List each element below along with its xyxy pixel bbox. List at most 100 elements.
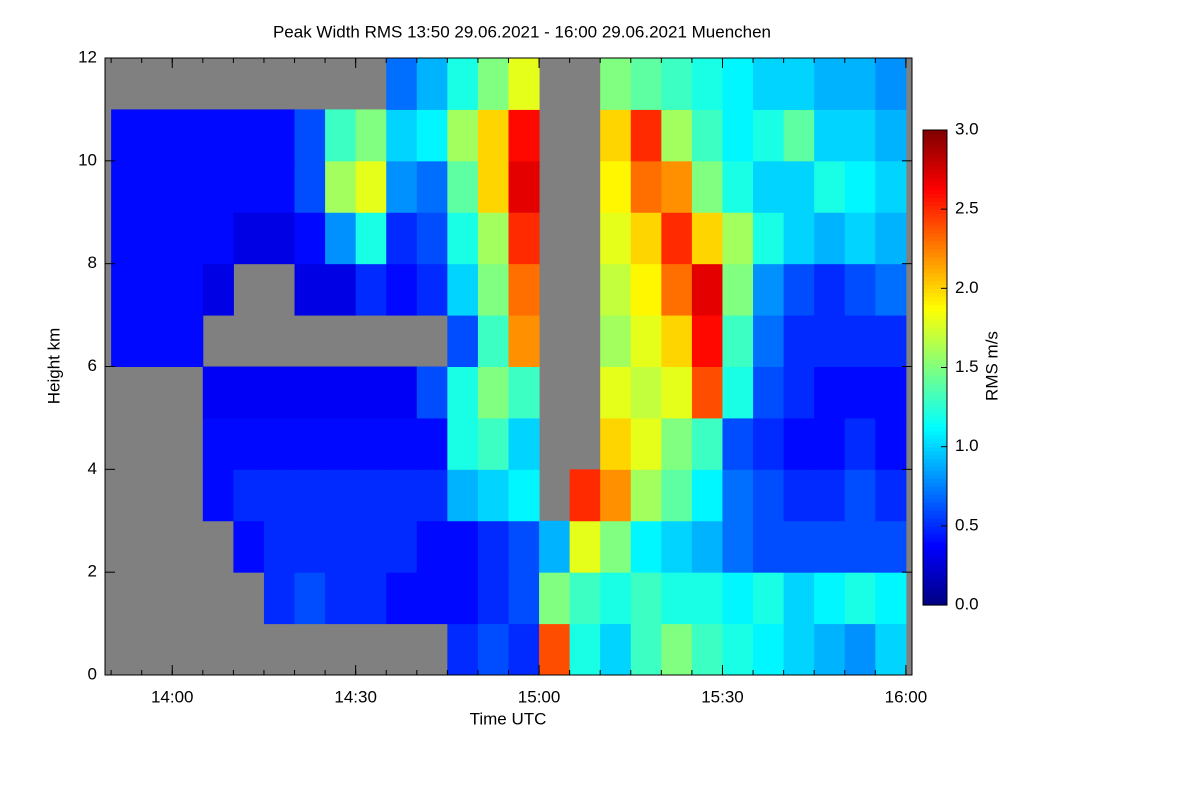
heatmap-cell <box>294 160 326 213</box>
heatmap-cell <box>875 315 907 367</box>
heatmap-cell <box>691 315 723 367</box>
heatmap-cell <box>600 315 632 367</box>
heatmap-cell <box>814 263 846 316</box>
heatmap-cell <box>600 160 632 213</box>
heatmap-cell <box>661 417 693 470</box>
heatmap-cell <box>508 263 540 316</box>
heatmap-cell <box>600 417 632 470</box>
colorbar-segment <box>923 225 947 230</box>
heatmap-cell <box>172 212 204 265</box>
heatmap-cell <box>416 572 448 625</box>
heatmap-cell <box>844 263 876 316</box>
heatmap-cell <box>508 572 540 625</box>
colorbar-segment <box>923 430 947 436</box>
x-tick-label: 15:30 <box>701 687 744 706</box>
heatmap-cell <box>661 263 693 316</box>
colorbar-segment <box>923 581 947 586</box>
heatmap-cell <box>386 58 418 110</box>
heatmap-cell <box>447 623 479 676</box>
heatmap-cell <box>875 58 907 110</box>
colorbar-segment <box>923 193 947 198</box>
colorbar-segment <box>923 197 947 202</box>
heatmap-cell <box>447 109 479 162</box>
heatmap-cell <box>202 417 234 470</box>
heatmap-cell <box>783 160 815 213</box>
x-tick-label: 16:00 <box>885 687 928 706</box>
colorbar-segment <box>923 343 947 349</box>
heatmap-cell <box>508 520 540 573</box>
colorbar-segment <box>923 351 947 357</box>
heatmap-cell <box>263 417 296 470</box>
y-tick-label: 10 <box>78 150 97 169</box>
colorbar-segment <box>923 375 947 380</box>
heatmap-cell <box>722 572 754 625</box>
heatmap-cell <box>172 160 204 213</box>
colorbar-segment <box>923 312 947 317</box>
heatmap-cell <box>630 623 662 676</box>
colorbar-segment <box>923 502 947 507</box>
heatmap-cell <box>294 469 326 522</box>
heatmap-cell <box>233 212 265 265</box>
heatmap-cell <box>630 212 662 265</box>
heatmap-cell <box>630 315 662 367</box>
colorbar-segment <box>923 533 947 539</box>
heatmap-cell <box>508 212 540 265</box>
heatmap-cell <box>263 572 296 625</box>
colorbar-segment <box>923 478 947 483</box>
heatmap-cell <box>875 160 907 213</box>
heatmap-cell <box>783 520 815 573</box>
colorbar-segment <box>923 367 947 373</box>
heatmap-cell <box>111 109 143 162</box>
heatmap-cell <box>722 263 754 316</box>
colorbar-segment <box>923 407 947 412</box>
colorbar-segment <box>923 232 947 238</box>
heatmap-cell <box>508 623 540 676</box>
colorbar-segment <box>923 185 947 190</box>
heatmap-cell <box>141 160 173 213</box>
colorbar-segment <box>923 438 947 444</box>
heatmap-cell <box>753 520 785 573</box>
heatmap-cell <box>111 315 143 367</box>
heatmap-cell <box>202 160 234 213</box>
colorbar-segment <box>923 466 947 472</box>
heatmap-cell <box>814 469 846 522</box>
heatmap-cell <box>661 469 693 522</box>
heatmap-cell <box>630 263 662 316</box>
heatmap-cell <box>508 366 540 419</box>
heatmap-cell <box>600 469 632 522</box>
colorbar-segment <box>923 565 947 570</box>
heatmap-cell <box>447 160 479 213</box>
colorbar-segment <box>923 446 947 452</box>
heatmap-cell <box>447 572 479 625</box>
colorbar-segment <box>923 252 947 258</box>
heatmap-cell <box>202 212 234 265</box>
heatmap-cell <box>753 366 785 419</box>
heatmap-cell <box>111 212 143 265</box>
heatmap-cell <box>386 109 418 162</box>
heatmap-cell <box>141 315 173 367</box>
heatmap-cell <box>722 58 754 110</box>
colorbar-segment <box>923 173 947 179</box>
heatmap-cell <box>600 572 632 625</box>
heatmap-cell <box>325 160 357 213</box>
heatmap-cell <box>814 315 846 367</box>
colorbar-segment <box>923 280 947 285</box>
heatmap-cell <box>691 417 723 470</box>
heatmap-cell <box>416 263 448 316</box>
heatmap-cell <box>416 212 448 265</box>
colorbar-segment <box>923 335 947 341</box>
heatmap-cell <box>844 109 876 162</box>
heatmap-cell <box>753 263 785 316</box>
heatmap-cell <box>294 572 326 625</box>
heatmap-cell <box>844 572 876 625</box>
heatmap-cell <box>172 315 204 367</box>
heatmap-cell <box>477 58 509 110</box>
heatmap-cell <box>325 520 357 573</box>
colorbar-segment <box>923 593 947 598</box>
heatmap-cell <box>233 417 265 470</box>
heatmap-cell <box>477 520 509 573</box>
colorbar-segment <box>923 153 947 159</box>
heatmap-cell <box>844 315 876 367</box>
heatmap-cell <box>202 263 234 316</box>
